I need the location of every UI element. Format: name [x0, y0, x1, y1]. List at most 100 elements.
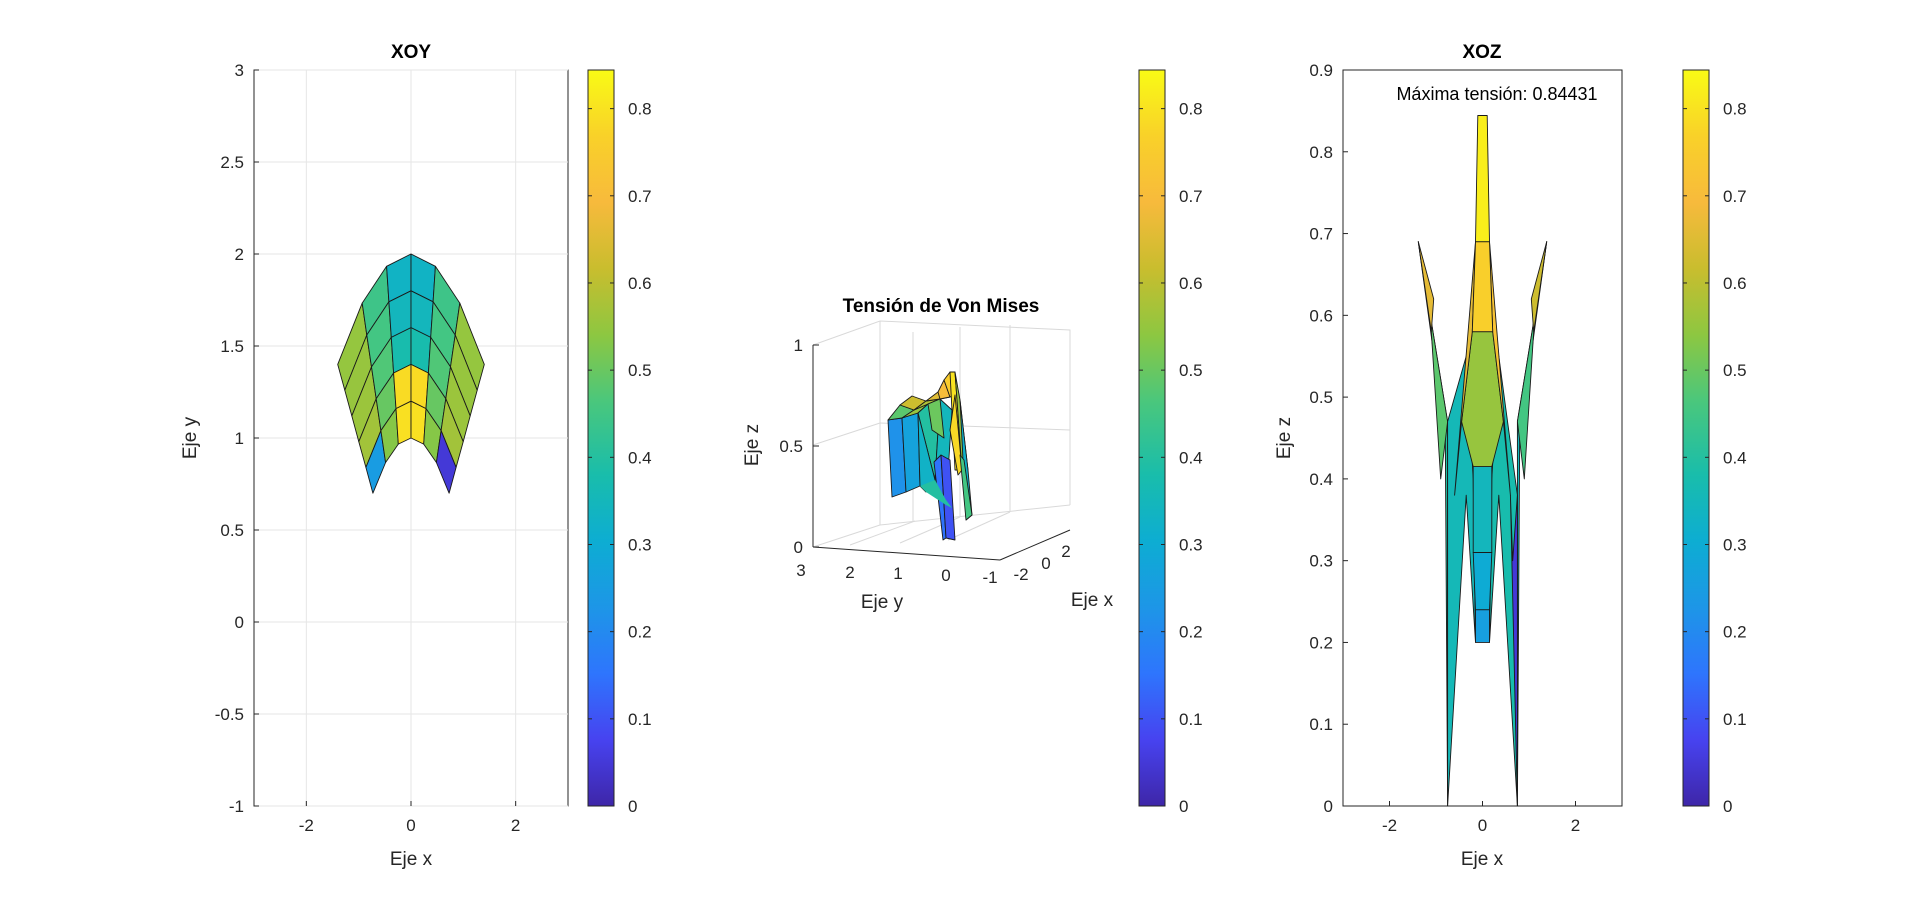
vonmises-colorbar-ticks: 0 0.1 0.2 0.3 0.4 0.5 0.6 0.7 0.8: [1139, 100, 1203, 816]
xoy-ytick-label: 0: [235, 613, 244, 632]
vonmises-axes: 00.513 2 1 0 -1 -202 Tensión de Von Mises Eje…: [742, 296, 1114, 613]
xoz-surface: [1417, 115, 1548, 807]
vonmises-ztick-label: 0: [794, 538, 803, 557]
colorbar-tick-label: 0.2: [628, 623, 652, 642]
vonmises-ytick-label: 2: [845, 563, 854, 582]
colorbar-tick-label: 0: [628, 797, 637, 816]
xoy-surface-patch: [395, 400, 412, 445]
colorbar-tick-label: 0.3: [1179, 535, 1203, 554]
vonmises-surface: [887, 371, 973, 541]
vonmises-3d-box: [812, 320, 1071, 548]
xoz-ylabel: Eje z: [1274, 417, 1295, 459]
vonmises-surface-patch: [949, 394, 963, 476]
xoz-ytick-label: 0.2: [1309, 633, 1333, 652]
colorbar-tick-label: 0.3: [628, 535, 652, 554]
colorbar-tick-label: 0: [1723, 797, 1732, 816]
vonmises-ytick-label: 0: [941, 566, 950, 585]
xoz-annotation: Máxima tensión: 0.84431: [1396, 84, 1597, 104]
xoy-ylabel: Eje y: [180, 416, 201, 459]
vonmises-ztick-label: 1: [794, 336, 803, 355]
xoz-ticks: -2 0 2 0 0.1 0.2 0.3 0.4 0.5 0.6 0.7 0.8 0.9: [1309, 61, 1580, 835]
xoz-ytick-label: 0.3: [1309, 552, 1333, 571]
colorbar-tick-label: 0.5: [1723, 361, 1747, 380]
vonmises-surface-patch: [959, 454, 973, 521]
colorbar-tick-label: 0.1: [1179, 710, 1203, 729]
xoz-ytick-label: 0.7: [1309, 225, 1333, 244]
xoz-surface-patch: [1472, 552, 1493, 611]
vonmises-xtick-label: -2: [1013, 565, 1028, 584]
colorbar-tick-label: 0.4: [1723, 448, 1747, 467]
xoz-axes: -2 0 2 0 0.1 0.2 0.3 0.4 0.5 0.6 0.7 0.8 0.9 XOZ Máx…: [1274, 42, 1623, 870]
xoy-ytick-label: 2.5: [220, 153, 244, 172]
xoy-ticks: -2 0 2 -1 -0.5 0 0.5 1 1.5 2 2.5 3: [215, 61, 521, 835]
vonmises-xlabel: Eje x: [1071, 590, 1114, 611]
colorbar-tick-label: 0.4: [1179, 448, 1203, 467]
xoy-xlabel: Eje x: [390, 849, 433, 870]
xoy-colorbar: 0 0.1 0.2 0.3 0.4 0.5 0.6 0.7 0.8: [587, 69, 652, 816]
xoz-surface-patch: [1471, 241, 1494, 333]
colorbar-tick-label: 0.8: [1723, 100, 1747, 119]
colorbar-tick-label: 0.1: [628, 710, 652, 729]
colorbar-tick-label: 0.3: [1723, 535, 1747, 554]
xoy-surface: [337, 253, 485, 494]
colorbar-tick-label: 0.1: [1723, 710, 1747, 729]
xoy-axes: -2 0 2 -1 -0.5 0 0.5 1 1.5 2 2.5 3 XOY Eje x Eje y: [180, 42, 569, 870]
colorbar-tick-label: 0.5: [1179, 361, 1203, 380]
xoz-ytick-label: 0.1: [1309, 715, 1333, 734]
colorbar-tick-label: 0.7: [1179, 187, 1203, 206]
xoz-surface-patch: [1475, 115, 1490, 243]
xoy-ytick-label: 3: [235, 61, 244, 80]
xoz-ytick-label: 0.6: [1309, 306, 1333, 325]
vonmises-ticks: 00.513 2 1 0 -1 -202: [779, 336, 1070, 587]
xoy-ytick-label: -1: [229, 797, 244, 816]
vonmises-zlabel: Eje z: [742, 424, 763, 466]
xoz-surface-patch: [1417, 241, 1435, 333]
vonmises-xtick-label: 2: [1061, 542, 1070, 561]
xoy-xtick-label: 0: [406, 816, 415, 835]
xoz-xtick-label: 2: [1571, 816, 1580, 835]
xoy-colorbar-ticks: 0 0.1 0.2 0.3 0.4 0.5 0.6 0.7 0.8: [588, 100, 652, 816]
vonmises-ytick-label: 1: [893, 564, 902, 583]
xoz-surface-patch: [1509, 494, 1518, 807]
xoy-xtick-label: 2: [511, 816, 520, 835]
xoy-surface-patch: [435, 430, 457, 494]
xoz-ytick-label: 0.9: [1309, 61, 1333, 80]
colorbar-tick-label: 0.6: [1723, 274, 1747, 293]
xoz-xlabel: Eje x: [1461, 849, 1504, 870]
xoz-surface-patch: [1530, 241, 1548, 333]
colorbar-tick-label: 0.5: [628, 361, 652, 380]
xoz-title: XOZ: [1462, 42, 1501, 63]
vonmises-surface-patch: [940, 454, 956, 541]
xoz-colorbar-ticks: 0 0.1 0.2 0.3 0.4 0.5 0.6 0.7 0.8: [1683, 100, 1747, 816]
xoy-ytick-label: 2: [235, 245, 244, 264]
colorbar-tick-label: 0.6: [1179, 274, 1203, 293]
xoy-title: XOY: [391, 42, 431, 63]
colorbar-tick-label: 0: [1179, 797, 1188, 816]
vonmises-surface-sheet: [920, 480, 952, 508]
vonmises-title: Tensión de Von Mises: [843, 296, 1040, 317]
xoz-ytick-label: 0.8: [1309, 143, 1333, 162]
xoz-ytick-label: 0: [1324, 797, 1333, 816]
xoy-ytick-label: -0.5: [215, 705, 244, 724]
vonmises-ylabel: Eje y: [861, 592, 904, 613]
colorbar-tick-label: 0.4: [628, 448, 652, 467]
xoz-ytick-label: 0.5: [1309, 388, 1333, 407]
colorbar-tick-label: 0.7: [1723, 187, 1747, 206]
vonmises-colorbar: 0 0.1 0.2 0.3 0.4 0.5 0.6 0.7 0.8: [1138, 69, 1203, 816]
xoz-surface-patch: [1472, 466, 1493, 553]
xoy-ytick-label: 1.5: [220, 337, 244, 356]
xoz-ytick-label: 0.4: [1309, 470, 1333, 489]
xoz-xtick-label: -2: [1382, 816, 1397, 835]
vonmises-ytick-label: 3: [796, 561, 805, 580]
vonmises-xtick-label: 0: [1041, 554, 1050, 573]
colorbar-tick-label: 0.8: [628, 100, 652, 119]
colorbar-tick-label: 0.8: [1179, 100, 1203, 119]
vonmises-xtick-label: -1: [982, 568, 997, 587]
vonmises-ztick-label: 0.5: [779, 437, 803, 456]
colorbar-tick-label: 0.2: [1179, 623, 1203, 642]
xoy-xtick-label: -2: [299, 816, 314, 835]
xoz-colorbar: 0 0.1 0.2 0.3 0.4 0.5 0.6 0.7 0.8: [1682, 69, 1747, 816]
xoy-ytick-label: 1: [235, 429, 244, 448]
xoz-xtick-label: 0: [1478, 816, 1487, 835]
